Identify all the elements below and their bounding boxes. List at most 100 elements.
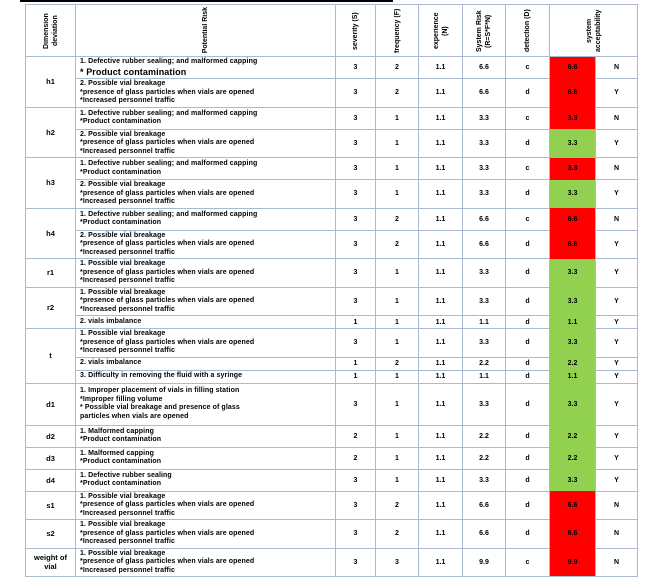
col-header-system-acceptability: system acceptability	[549, 4, 638, 57]
risk-line: *Product contamination	[80, 436, 162, 443]
system-risk-cell: 1.1	[462, 369, 506, 384]
risk-line: *presence of glass particles when vials …	[80, 558, 255, 565]
frequency-cell: 2	[375, 207, 419, 231]
col-header-risk-label: Potential Risk	[202, 7, 209, 54]
table-row: h2 1. Defective rubber sealing; and malfo…	[25, 106, 638, 158]
risk-score-cell: 6.6	[549, 78, 596, 107]
system-risk-cell: 3.3	[462, 286, 506, 316]
system-risk-cell: 6.6	[462, 490, 506, 520]
header-row: Dimension deviation Potential Risk sever…	[25, 4, 638, 57]
risk-line: *Increased personnel traffic	[80, 538, 175, 545]
experience-cell: 1.1	[418, 424, 463, 448]
col-header-detection: detection (D)	[505, 4, 550, 57]
risk-line: 2. Possible vial breakage	[80, 80, 166, 87]
acceptability-cell: N	[595, 106, 638, 130]
detection-cell: d	[505, 382, 550, 426]
frequency-cell: 1	[375, 179, 419, 209]
system-risk-cell: 3.3	[462, 106, 506, 130]
severity-cell: 2	[335, 424, 376, 448]
acceptability-cell: N	[595, 490, 638, 520]
risk-cell: 2. Possible vial breakage *presence of gl…	[75, 229, 336, 259]
risk-score-cell: 2.2	[549, 357, 596, 370]
risk-cell: 2. vials imbalance	[75, 315, 336, 329]
risk-score-cell: 3.3	[549, 107, 596, 129]
risk-score-cell: 3.3	[549, 258, 596, 287]
dimension-label: d1	[25, 382, 76, 426]
col-header-severity-label: severity (S)	[352, 11, 359, 50]
risk-line: *Product contamination	[80, 480, 162, 487]
table-row: 2. Possible vial breakage *presence of gl…	[26, 78, 638, 108]
system-risk-cell: 6.6	[462, 519, 506, 549]
acceptability-cell: Y	[595, 315, 638, 329]
risk-cell: 1. Possible vial breakage *presence of gl…	[75, 258, 336, 288]
severity-cell: 3	[335, 547, 376, 577]
col-header-system-risk: System Risk (R=S*F*N)	[462, 4, 506, 57]
detection-cell: d	[505, 328, 550, 358]
risk-cell: 2. vials imbalance	[75, 356, 336, 371]
risk-score-cell: 9.9	[549, 548, 596, 577]
acceptability-cell: Y	[595, 286, 638, 316]
detection-cell: d	[505, 286, 550, 316]
acceptability-cell: Y	[595, 468, 638, 492]
col-header-potential-risk: Potential Risk	[75, 4, 336, 57]
severity-cell: 3	[335, 468, 376, 492]
table-row: h1 1. Defective rubber sealing; and malfo…	[25, 56, 638, 108]
risk-line: 1. Possible vial breakage	[80, 521, 166, 528]
risk-cell: 1. Defective rubber sealing; and malform…	[75, 106, 336, 130]
risk-line: *Product contamination	[80, 458, 162, 465]
col-header-detection-label: detection (D)	[524, 9, 531, 52]
risk-line: *presence of glass particles when vials …	[80, 268, 255, 276]
risk-line: *Product contamination	[80, 168, 162, 176]
detection-cell: c	[505, 56, 550, 79]
risk-score-cell: 6.6	[549, 230, 596, 259]
experience-cell: 1.1	[418, 315, 463, 329]
risk-line: *Product contamination	[80, 219, 162, 226]
col-header-frequency-label: frequency (F)	[393, 8, 401, 53]
frequency-cell: 1	[375, 106, 419, 130]
experience-cell: 1.1	[418, 382, 463, 426]
risk-cell: 1. Malformed capping *Product contaminati…	[75, 424, 336, 448]
table-row: 2. vials imbalance 1 2 1.1 2.2 d 2.2 Y	[26, 356, 638, 371]
table-row: h3 1. Defective rubber sealing; and malfo…	[25, 157, 638, 209]
severity-cell: 3	[335, 78, 376, 108]
experience-cell: 1.1	[418, 179, 463, 209]
experience-cell: 1.1	[418, 56, 463, 79]
severity-cell: 3	[335, 328, 376, 358]
detection-cell: d	[505, 369, 550, 384]
risk-line: *Product contamination	[80, 118, 162, 125]
dimension-label: r2	[25, 286, 76, 329]
risk-line: 2. vials imbalance	[80, 359, 142, 367]
risk-line: 1. Defective rubber sealing; and malform…	[80, 160, 258, 167]
detection-cell: d	[505, 356, 550, 371]
risk-line: * Product contamination	[80, 66, 187, 77]
dimension-label: h2	[25, 106, 76, 158]
detection-cell: d	[505, 128, 550, 158]
risk-cell: 1. Defective rubber sealing *Product cont…	[75, 468, 336, 492]
detection-cell: c	[505, 157, 550, 180]
risk-line: * Possible vial breakage and presence of…	[80, 404, 240, 411]
acceptability-cell: N	[595, 547, 638, 577]
risk-cell: 1. Possible vial breakage *presence of gl…	[75, 490, 336, 520]
acceptability-cell: Y	[595, 179, 638, 209]
severity-cell: 3	[335, 128, 376, 158]
system-risk-cell: 3.3	[462, 468, 506, 492]
detection-cell: d	[505, 424, 550, 448]
acceptability-cell: N	[595, 56, 638, 79]
experience-cell: 1.1	[418, 78, 463, 108]
acceptability-cell: N	[595, 207, 638, 231]
table-row: d4 1. Defective rubber sealing *Product co…	[25, 468, 638, 492]
risk-score-cell: 3.3	[549, 129, 596, 158]
acceptability-cell: N	[595, 157, 638, 180]
dimension-label: r1	[25, 258, 76, 288]
col-header-system-risk-label: System Risk (R=S*F*N)	[476, 9, 492, 52]
detection-cell: c	[505, 207, 550, 231]
table-row: r1 1. Possible vial breakage *presence of …	[25, 258, 638, 288]
detection-cell: d	[505, 258, 550, 288]
risk-score-cell: 3.3	[549, 328, 596, 357]
experience-cell: 1.1	[418, 446, 463, 470]
risk-cell: 1. Malformed capping *Product contaminati…	[75, 446, 336, 470]
risk-line: 1. Defective rubber sealing	[80, 471, 172, 479]
table-row: d1 1. Improper placement of vials in fill…	[25, 382, 638, 426]
risk-score-cell: 1.1	[549, 370, 596, 383]
frequency-cell: 1	[375, 258, 419, 288]
